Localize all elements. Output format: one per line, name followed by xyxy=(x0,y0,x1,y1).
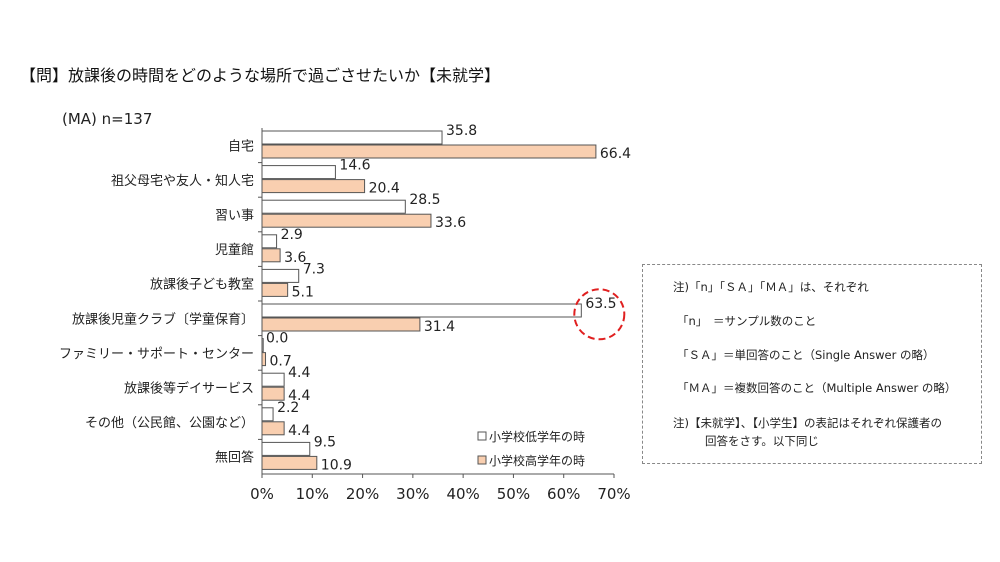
bar-high-grade xyxy=(261,352,267,367)
category-label: 無回答 xyxy=(215,450,254,466)
note-line-6: 回答をさす。以下同じ xyxy=(705,434,819,448)
data-label: 14.6 xyxy=(339,158,370,174)
highlight-circle xyxy=(573,288,626,341)
notes-box: 注)「n」「ＳＡ」「ＭＡ」は、それぞれ 「n」 ＝サンプル数のこと 「ＳＡ」＝単… xyxy=(642,264,982,464)
legend-swatch-high-grade xyxy=(477,455,487,465)
bar-high-grade xyxy=(261,248,281,263)
x-tick-label: 70% xyxy=(597,485,630,503)
x-tick-label: 40% xyxy=(446,485,479,503)
bar-high-grade xyxy=(261,455,318,470)
category-label: 自宅 xyxy=(228,139,254,154)
category-label: 児童館 xyxy=(215,242,254,258)
legend-label-low-grade: 小学校低学年の時 xyxy=(489,429,585,444)
data-label: 33.6 xyxy=(435,215,466,231)
x-tick-label: 20% xyxy=(346,485,379,503)
bar-low-grade xyxy=(261,407,274,422)
data-label: 9.5 xyxy=(314,434,336,450)
category-label: 習い事 xyxy=(215,209,254,224)
bar-low-grade xyxy=(261,338,264,353)
category-label: その他（公民館、公園など） xyxy=(85,416,254,431)
data-label: 0.7 xyxy=(270,354,292,370)
sample-size-label: (MA) n=137 xyxy=(62,110,152,128)
category-label: 祖父母宅や友人・知人宅 xyxy=(111,173,254,189)
x-tick-label: 0% xyxy=(250,485,274,503)
x-tick-label: 50% xyxy=(497,485,530,503)
bar-low-grade xyxy=(261,130,443,145)
bar-low-grade xyxy=(261,165,336,180)
data-label: 4.4 xyxy=(288,423,310,439)
bar-high-grade xyxy=(261,179,366,194)
bar-high-grade xyxy=(261,282,289,297)
note-line-3: 「ＳＡ」＝単回答のこと（Single Answer の略） xyxy=(677,348,935,362)
data-label: 4.4 xyxy=(288,365,310,381)
data-label: 7.3 xyxy=(303,261,325,277)
data-label: 35.8 xyxy=(446,123,477,139)
chart-title: 【問】放課後の時間をどのような場所で過ごさせたいか【未就学】 xyxy=(20,66,501,85)
x-tick-label: 30% xyxy=(396,485,429,503)
data-label: 5.1 xyxy=(292,284,314,300)
legend-swatch-low-grade xyxy=(477,431,487,441)
data-label: 4.4 xyxy=(288,388,310,404)
note-line-2: 「n」 ＝サンプル数のこと xyxy=(677,314,817,328)
note-line-4: 「ＭＡ」＝複数回答のこと（Multiple Answer の略） xyxy=(677,381,957,395)
note-line-1: 注)「n」「ＳＡ」「ＭＡ」は、それぞれ xyxy=(673,280,869,294)
bar-low-grade xyxy=(261,372,285,387)
data-label: 3.6 xyxy=(284,250,306,266)
note-line-5: 注)【未就学】、【小学生】の表記はそれぞれ保護者の xyxy=(673,416,942,430)
bar-low-grade xyxy=(261,234,278,249)
bar-high-grade xyxy=(261,317,421,332)
bar-low-grade xyxy=(261,268,300,283)
bar-high-grade xyxy=(261,386,285,401)
x-tick-label: 60% xyxy=(547,485,580,503)
bar-high-grade xyxy=(261,421,285,436)
data-label: 28.5 xyxy=(409,192,440,208)
bar-high-grade xyxy=(261,144,597,159)
data-label: 2.9 xyxy=(281,227,303,243)
data-label: 0.0 xyxy=(266,331,288,347)
bar-low-grade xyxy=(261,199,406,214)
bar-low-grade xyxy=(261,303,582,318)
category-label: 放課後等デイサービス xyxy=(124,381,254,397)
data-label: 63.5 xyxy=(585,296,616,312)
category-label: 放課後児童クラブ〔学童保育〕 xyxy=(72,311,254,327)
category-label: 放課後子ども教室 xyxy=(150,277,254,293)
data-label: 2.2 xyxy=(277,400,299,416)
x-tick-label: 10% xyxy=(296,485,329,503)
bar-high-grade xyxy=(261,213,432,228)
data-label: 66.4 xyxy=(600,146,631,162)
bar-low-grade xyxy=(261,441,311,456)
data-label: 31.4 xyxy=(424,319,455,335)
category-label: ファミリー・サポート・センター xyxy=(59,347,254,362)
data-label: 20.4 xyxy=(369,181,400,197)
legend-label-high-grade: 小学校高学年の時 xyxy=(489,453,585,468)
data-label: 10.9 xyxy=(321,457,352,473)
